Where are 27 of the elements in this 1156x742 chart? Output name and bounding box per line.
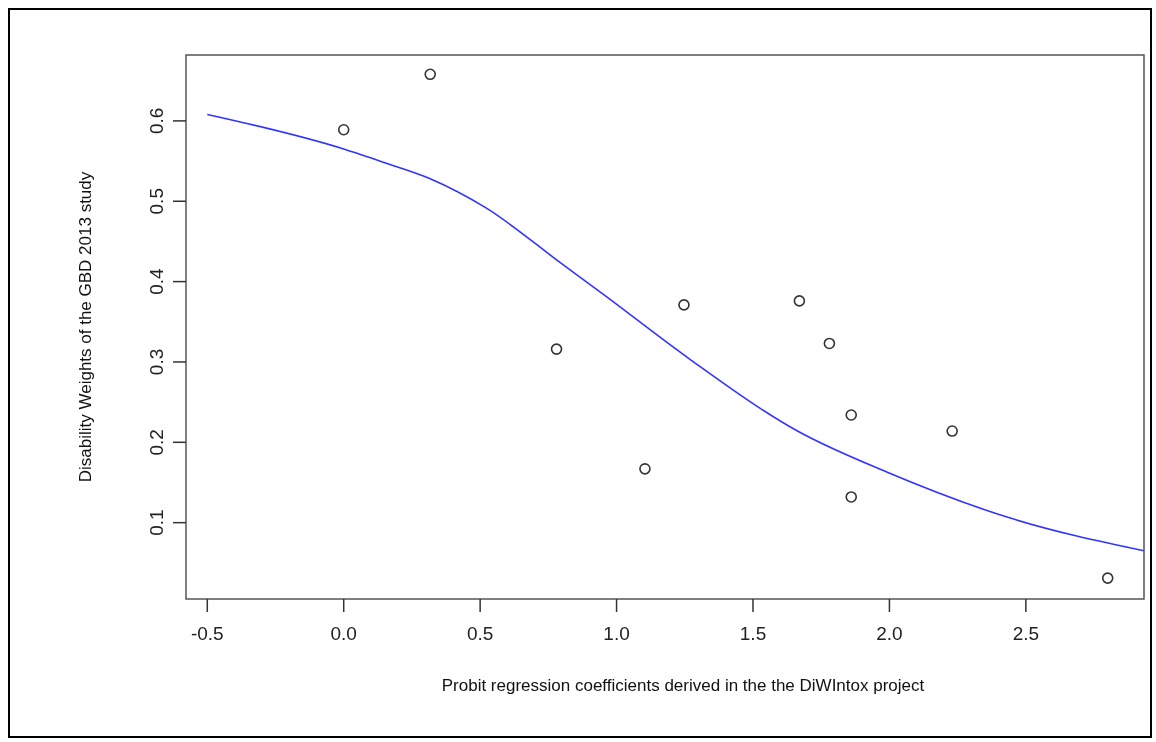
point xyxy=(845,491,858,503)
point xyxy=(550,343,563,355)
x-axis-title: Probit regression coefficients derived in the the DiWIntox project xyxy=(441,676,925,695)
point xyxy=(845,409,858,421)
point xyxy=(337,123,350,136)
point xyxy=(823,337,836,350)
x-tick-label: -0.5 xyxy=(190,623,224,644)
x-tick-label: 1.5 xyxy=(739,623,767,644)
x-tick-label: 2.0 xyxy=(876,623,903,644)
point xyxy=(678,299,690,311)
y-axis-title: Disability Weights of the GBD 2013 study xyxy=(76,171,95,483)
line-series xyxy=(206,113,1144,552)
y-tick-label: 0.6 xyxy=(146,107,167,135)
x-tick-label: 2.5 xyxy=(1012,623,1040,644)
y-tick-label: 0.4 xyxy=(146,267,167,295)
point xyxy=(793,295,806,307)
x-tick-label: 1.0 xyxy=(603,623,630,644)
y-tick-label: 0.3 xyxy=(146,348,167,376)
y-tick-label: 0.1 xyxy=(146,509,167,536)
y-tick-label: 0.5 xyxy=(146,188,167,215)
point xyxy=(424,68,437,81)
y-tick-label: 0.2 xyxy=(146,429,167,456)
point xyxy=(1101,572,1114,584)
point xyxy=(639,463,651,475)
x-tick-label: 0.0 xyxy=(330,623,357,644)
x-tick-label: 0.5 xyxy=(466,623,494,644)
point xyxy=(946,425,958,437)
